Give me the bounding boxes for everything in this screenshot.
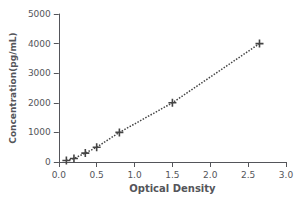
svg-text:2.0: 2.0: [203, 170, 218, 180]
svg-text:0.0: 0.0: [52, 170, 67, 180]
svg-text:5000: 5000: [28, 9, 51, 19]
svg-text:3.0: 3.0: [279, 170, 294, 180]
svg-text:1.5: 1.5: [165, 170, 179, 180]
svg-text:2.5: 2.5: [241, 170, 255, 180]
svg-text:Concentration(pg/mL): Concentration(pg/mL): [8, 32, 18, 143]
svg-text:1000: 1000: [28, 127, 51, 137]
svg-text:3000: 3000: [28, 68, 51, 78]
svg-text:2000: 2000: [28, 98, 51, 108]
svg-text:1.0: 1.0: [127, 170, 142, 180]
svg-text:Optical Density: Optical Density: [129, 183, 216, 194]
svg-text:0: 0: [45, 157, 51, 167]
svg-text:0.5: 0.5: [90, 170, 104, 180]
svg-text:4000: 4000: [28, 39, 51, 49]
